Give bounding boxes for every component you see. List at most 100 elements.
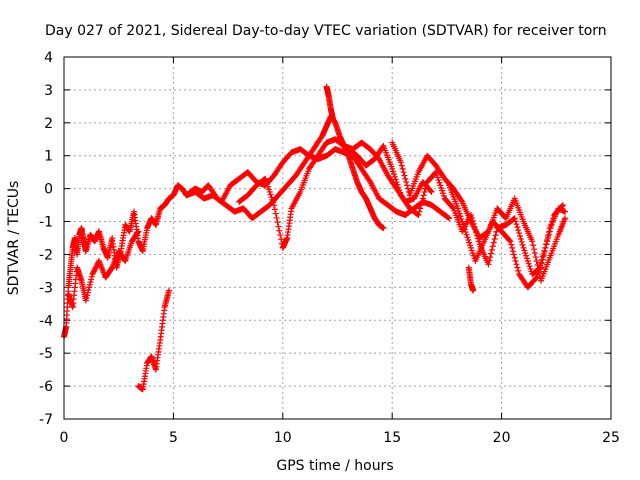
data-point	[562, 208, 569, 215]
data-point	[522, 250, 529, 257]
data-point	[264, 183, 271, 190]
y-tick-label: 1	[44, 149, 53, 165]
data-point	[532, 275, 539, 282]
y-tick-label: -6	[39, 379, 53, 395]
data-point	[454, 205, 461, 212]
data-point	[402, 175, 409, 182]
data-point	[475, 238, 482, 245]
data-point	[423, 182, 430, 189]
data-point	[562, 215, 569, 222]
data-point	[418, 198, 425, 205]
y-axis-label: SDTVAR / TECUs	[6, 181, 22, 296]
data-point	[460, 221, 467, 228]
y-tick-label: -4	[39, 313, 53, 329]
data-point	[546, 228, 553, 235]
data-point	[269, 196, 276, 203]
data-point	[536, 265, 543, 272]
data-point	[458, 215, 465, 222]
data-point	[518, 238, 525, 245]
data-point	[520, 244, 527, 251]
data-point	[394, 181, 401, 188]
data-point	[90, 269, 97, 276]
data-point	[530, 246, 537, 253]
data-point	[535, 268, 542, 275]
data-point	[463, 231, 470, 238]
x-tick-label: 20	[493, 430, 511, 446]
y-tick-label: 4	[44, 50, 53, 66]
y-tick-label: 0	[44, 182, 53, 198]
x-axis-label: GPS time / hours	[276, 458, 393, 474]
data-point	[433, 171, 440, 178]
data-point	[512, 258, 519, 265]
data-point	[467, 242, 474, 249]
data-point	[445, 214, 452, 221]
data-point	[469, 250, 476, 257]
data-point	[512, 218, 519, 225]
data-point	[416, 208, 423, 215]
x-tick-label: 25	[602, 430, 620, 446]
data-point	[271, 202, 278, 209]
data-point	[491, 235, 498, 242]
data-point	[92, 264, 99, 271]
data-point	[509, 248, 516, 255]
data-point	[166, 287, 173, 294]
data-point	[513, 261, 520, 268]
data-point	[511, 254, 518, 261]
data-point	[523, 252, 530, 259]
data-point	[419, 195, 426, 202]
data-point	[509, 244, 516, 251]
data-point	[393, 179, 400, 186]
data-point	[330, 116, 337, 123]
data-point	[271, 206, 278, 213]
data-point	[278, 236, 285, 243]
data-point	[439, 190, 446, 197]
y-tick-label: -7	[39, 412, 53, 428]
data-point	[493, 228, 500, 235]
data-point	[265, 186, 272, 193]
chart-title: Day 027 of 2021, Sidereal Day-to-day VTE…	[45, 23, 607, 39]
data-point	[262, 175, 269, 182]
data-point	[88, 276, 95, 283]
data-point	[420, 192, 427, 199]
data-point	[92, 265, 99, 272]
data-marks	[61, 83, 569, 393]
data-point	[541, 247, 548, 254]
data-point	[273, 214, 280, 221]
grid	[64, 57, 611, 419]
x-tick-label: 0	[60, 430, 69, 446]
data-point	[559, 202, 566, 209]
data-point	[82, 297, 89, 304]
data-point	[461, 226, 468, 233]
data-point	[435, 177, 442, 184]
data-point	[460, 223, 467, 230]
data-point	[263, 178, 270, 185]
data-point	[534, 271, 541, 278]
data-point	[550, 215, 557, 222]
data-point	[466, 239, 473, 246]
data-point	[276, 227, 283, 234]
data-point	[395, 184, 402, 191]
data-point	[507, 238, 514, 245]
data-point	[515, 227, 522, 234]
data-point	[85, 286, 92, 293]
data-point	[397, 189, 404, 196]
data-point	[90, 268, 97, 275]
data-point	[275, 223, 282, 230]
data-point	[465, 236, 472, 243]
data-point	[436, 179, 443, 186]
data-point	[516, 230, 523, 237]
data-point	[519, 241, 526, 248]
data-point	[543, 241, 550, 248]
data-point	[547, 225, 554, 232]
y-tick-label: 3	[44, 83, 53, 99]
data-point	[523, 255, 530, 262]
data-point	[437, 182, 444, 189]
data-point	[526, 263, 533, 270]
data-point	[508, 241, 515, 248]
data-point	[487, 254, 494, 261]
data-point	[468, 247, 475, 254]
data-point	[513, 221, 520, 228]
data-point	[274, 219, 281, 226]
data-point	[389, 165, 396, 172]
